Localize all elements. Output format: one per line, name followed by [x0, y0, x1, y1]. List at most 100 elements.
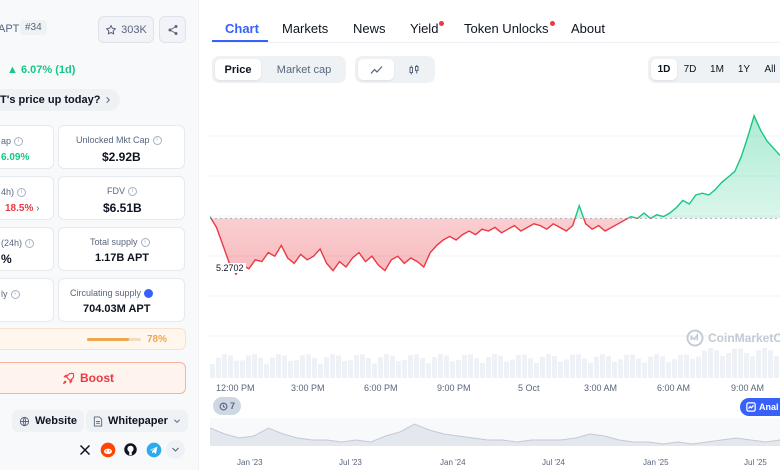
volume-bar [654, 354, 659, 378]
whitepaper-link[interactable]: Whitepaper [86, 410, 188, 432]
volume-bar [234, 360, 239, 378]
reddit-icon[interactable] [98, 440, 117, 459]
price-toggle[interactable]: Price [215, 59, 261, 80]
volume-bar [426, 363, 431, 378]
x-tick-label: 9:00 PM [437, 383, 471, 393]
volume-bar [732, 348, 737, 378]
analyze-button[interactable]: Anal [740, 398, 780, 416]
range-all[interactable]: All [764, 64, 776, 75]
info-icon[interactable]: i [14, 137, 24, 147]
navigator-x-label: Jan '25 [643, 458, 669, 467]
range-1d[interactable]: 1D [651, 59, 677, 80]
volume-bar [438, 354, 443, 378]
x-tick-label: 3:00 AM [584, 383, 618, 393]
volume-bar [258, 357, 263, 378]
x-icon[interactable] [75, 440, 94, 459]
volume-bar [456, 359, 461, 378]
tab-news[interactable]: News [353, 21, 386, 36]
coinmarketcap-watermark: CoinMarketC [686, 329, 780, 347]
coin-rank-badge: #34 [20, 20, 47, 35]
volume-bar [318, 363, 323, 378]
volume-bar [564, 359, 569, 378]
volume-bar [666, 361, 671, 378]
stat-card-volume: 4h) i 18.5% › [0, 176, 54, 220]
info-icon[interactable]: i [25, 239, 35, 249]
volume-bar [708, 348, 713, 378]
tab-token-unlocks[interactable]: Token Unlocks [464, 21, 555, 36]
volume-bar [312, 357, 317, 378]
share-icon [168, 24, 177, 35]
volume-bar [630, 354, 635, 378]
volume-bar [606, 356, 611, 378]
volume-bar [390, 355, 395, 378]
range-1y[interactable]: 1Y [737, 64, 751, 75]
volume-bar [264, 363, 269, 378]
range-1m[interactable]: 1M [710, 64, 724, 75]
volume-bar [348, 360, 353, 378]
candlestick-icon [409, 64, 419, 74]
volume-bar [228, 355, 233, 378]
tab-about[interactable]: About [571, 21, 605, 36]
share-button[interactable] [159, 16, 186, 43]
price-chart[interactable] [209, 96, 780, 452]
volume-bar [570, 354, 575, 378]
x-tick-label: 6:00 PM [364, 383, 398, 393]
candlestick-toggle[interactable] [396, 59, 432, 80]
volume-bar [510, 359, 515, 378]
events-button[interactable]: 7 [213, 397, 241, 415]
stat-label: Unlocked Mkt Cap i [76, 135, 162, 146]
boost-button[interactable]: Boost [0, 362, 186, 394]
active-tab-indicator [212, 40, 268, 42]
tab-markets[interactable]: Markets [282, 21, 329, 36]
volume-bar [450, 361, 455, 378]
line-chart-toggle[interactable] [358, 59, 394, 80]
open-price-label: 5.2702 [214, 263, 246, 273]
volume-bar [396, 361, 401, 378]
info-icon[interactable]: i [152, 136, 162, 146]
chart-type-toggle [355, 56, 435, 83]
stat-card-unlocked-mkt-cap: Unlocked Mkt Cap i $2.92B [58, 125, 185, 169]
volume-bar [624, 354, 629, 378]
stat-label: ap i [1, 136, 24, 147]
volume-bar [342, 360, 347, 378]
website-link[interactable]: Website [12, 410, 84, 432]
info-icon[interactable]: i [17, 188, 27, 198]
volume-bar [534, 362, 539, 378]
volume-bar [750, 356, 755, 378]
volume-bar [762, 348, 767, 378]
volume-bar [240, 360, 245, 378]
range-7d[interactable]: 7D [683, 64, 697, 75]
tab-chart[interactable]: Chart [225, 21, 259, 36]
info-icon[interactable]: i [128, 187, 137, 197]
events-count: 7 [229, 401, 235, 411]
chevron-down-icon[interactable] [166, 440, 185, 459]
info-icon[interactable]: i [140, 238, 150, 248]
volume-bar [552, 355, 557, 378]
marketcap-toggle[interactable]: Market cap [276, 63, 332, 76]
volume-bar [714, 350, 719, 378]
volume-bar [726, 353, 731, 378]
volume-bar [324, 357, 329, 378]
watchlist-button[interactable]: 303K [98, 16, 154, 43]
triangle-up-icon: ▲ [7, 64, 18, 76]
stat-value: 1.17B APT [95, 252, 150, 264]
volume-bar [684, 354, 689, 378]
why-price-up-button[interactable]: T's price up today? [0, 89, 121, 111]
stat-value: 704.03M APT [83, 303, 151, 315]
volume-bar [612, 361, 617, 378]
telegram-icon[interactable] [144, 440, 163, 459]
info-icon[interactable]: i [10, 290, 20, 300]
volume-bar [672, 359, 677, 378]
volume-bar [222, 354, 227, 378]
volume-bar [486, 356, 491, 378]
tab-yield[interactable]: Yield [410, 21, 445, 36]
volume-bar [444, 355, 449, 378]
stat-card-vol-mkt-cap: (24h) i % [0, 227, 54, 271]
volume-bar [594, 356, 599, 378]
website-label: Website [35, 415, 77, 427]
history-icon [219, 402, 228, 410]
github-icon[interactable] [121, 440, 140, 459]
analyze-label: Anal [759, 402, 779, 412]
main-tabs: Chart Markets News Yield Token Unlocks A… [212, 0, 780, 44]
volume-bar [738, 348, 743, 378]
